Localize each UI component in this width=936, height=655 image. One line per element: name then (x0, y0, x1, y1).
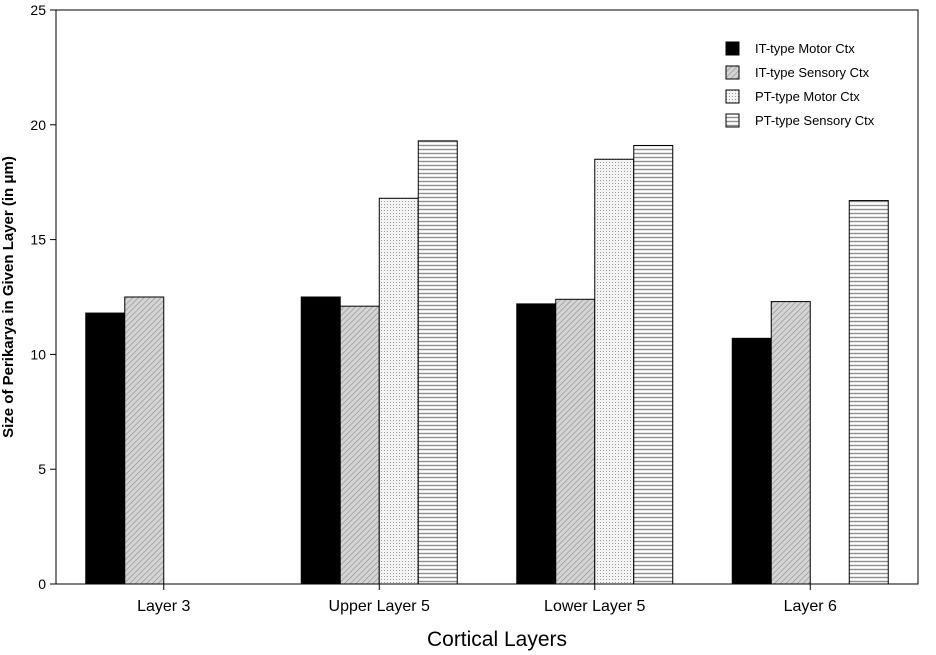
y-tick-label: 15 (30, 232, 46, 248)
bar (731, 337, 772, 585)
x-tick-label: Upper Layer 5 (329, 598, 430, 615)
legend-label: IT-type Motor Ctx (755, 41, 855, 56)
bar (417, 140, 458, 585)
x-tick-label: Layer 6 (784, 598, 837, 615)
bar (339, 305, 380, 585)
x-tick-label: Lower Layer 5 (544, 598, 645, 615)
x-axis-title: Cortical Layers (427, 628, 567, 651)
bar (555, 298, 596, 585)
legend-swatch (725, 65, 740, 80)
y-axis-title: Size of Perikarya in Given Layer (in μm) (0, 156, 17, 438)
bar (124, 296, 165, 585)
y-tick-label: 10 (30, 346, 46, 362)
legend: IT-type Motor Ctx IT-type Sensory Ctx PT-t… (725, 41, 875, 128)
bar (594, 158, 635, 585)
y-axis: 0 5 10 15 20 25 (30, 2, 56, 592)
bar (770, 301, 811, 585)
legend-label: PT-type Sensory Ctx (755, 113, 875, 128)
legend-swatch (725, 113, 740, 128)
y-tick-label: 5 (38, 461, 46, 477)
x-axis: Layer 3 Upper Layer 5 Lower Layer 5 Layer 6 (137, 584, 837, 615)
legend-swatch (725, 41, 740, 56)
bar (633, 144, 674, 585)
y-tick-label: 20 (30, 117, 46, 133)
legend-label: PT-type Motor Ctx (755, 89, 860, 104)
bars-group (85, 140, 889, 585)
x-tick-label: Layer 3 (137, 598, 190, 615)
bar (848, 200, 889, 585)
bar (300, 296, 341, 585)
y-tick-label: 0 (38, 576, 46, 592)
bar (516, 303, 557, 585)
legend-label: IT-type Sensory Ctx (755, 65, 870, 80)
bar (85, 312, 126, 585)
plot-area (55, 9, 919, 585)
y-tick-label: 25 (30, 2, 46, 18)
bar (378, 197, 419, 585)
plot-frame (55, 9, 919, 585)
legend-swatch (725, 89, 740, 104)
